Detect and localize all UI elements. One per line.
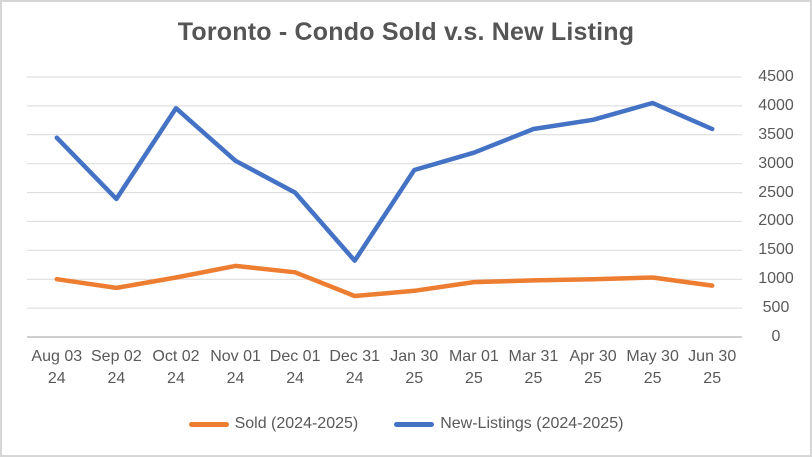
y-axis-tick-label: 500 bbox=[762, 299, 790, 317]
x-tick-line1: Aug 03 bbox=[31, 348, 83, 365]
legend-swatch-new-listings bbox=[394, 421, 435, 427]
y-axis-tick-label: 1000 bbox=[758, 270, 794, 288]
x-tick-line2: 24 bbox=[345, 370, 364, 387]
x-tick-line1: Nov 01 bbox=[210, 348, 261, 365]
series-line-new-listings bbox=[54, 100, 715, 263]
x-axis-tick-label: Mar 01 25 bbox=[444, 346, 504, 390]
x-tick-line2: 24 bbox=[107, 370, 126, 387]
x-tick-line2: 25 bbox=[405, 370, 424, 387]
legend-item-new-listings: New-Listings (2024-2025) bbox=[394, 415, 623, 433]
x-tick-line2: 25 bbox=[643, 370, 662, 387]
y-axis-tick-label: 4500 bbox=[758, 68, 794, 85]
x-tick-line1: Dec 01 bbox=[269, 348, 321, 365]
y-axis-tick-label: 1500 bbox=[758, 241, 794, 259]
legend-item-sold: Sold (2024-2025) bbox=[188, 415, 359, 433]
x-tick-line2: 25 bbox=[524, 370, 543, 387]
x-tick-line2: 24 bbox=[286, 370, 305, 387]
x-axis-tick-label: Sep 02 24 bbox=[87, 346, 147, 390]
series-line-sold bbox=[54, 263, 715, 299]
legend-label: Sold (2024-2025) bbox=[234, 415, 359, 432]
x-tick-line1: Jan 30 bbox=[390, 348, 439, 365]
x-axis-tick-label: Mar 31 25 bbox=[504, 346, 564, 390]
x-tick-line1: Sep 02 bbox=[91, 348, 142, 365]
x-tick-line2: 24 bbox=[167, 370, 185, 387]
y-axis-tick-label: 2500 bbox=[758, 183, 794, 201]
x-axis-tick-label: Dec 31 24 bbox=[325, 346, 385, 390]
x-tick-line1: Jun 30 bbox=[688, 348, 737, 365]
y-axis-tick-label: 0 bbox=[771, 328, 781, 345]
x-axis-tick-label: May 30 25 bbox=[623, 346, 683, 390]
x-axis-tick-label: Oct 02 24 bbox=[146, 346, 206, 390]
legend: Sold (2024-2025) New-Listings (2024-2025) bbox=[2, 415, 810, 433]
chart-title: Toronto - Condo Sold v.s. New Listing bbox=[177, 18, 635, 46]
y-axis-tick-label: 3000 bbox=[758, 154, 794, 172]
y-axis-tick-label: 2000 bbox=[758, 212, 794, 230]
x-tick-line2: 25 bbox=[703, 370, 722, 387]
x-tick-line2: 24 bbox=[226, 370, 245, 387]
legend-swatch-sold bbox=[188, 421, 229, 427]
y-axis-tick-label: 4000 bbox=[758, 96, 794, 114]
x-tick-line1: Dec 31 bbox=[329, 348, 381, 365]
x-tick-line1: May 30 bbox=[626, 348, 679, 365]
x-axis-tick-label: Jun 30 25 bbox=[682, 346, 742, 390]
x-axis-tick-label: Apr 30 25 bbox=[563, 346, 623, 390]
x-axis-tick-label: Jan 30 25 bbox=[385, 346, 445, 390]
x-axis-tick-label: Nov 01 24 bbox=[206, 346, 266, 390]
legend-label: New-Listings (2024-2025) bbox=[440, 415, 624, 432]
x-tick-line2: 25 bbox=[584, 370, 602, 387]
y-axis-tick-label: 3500 bbox=[758, 125, 794, 143]
x-tick-line2: 24 bbox=[47, 370, 66, 387]
x-tick-line1: Apr 30 bbox=[569, 348, 617, 365]
x-tick-line2: 25 bbox=[464, 370, 483, 387]
x-tick-line1: Oct 02 bbox=[152, 348, 200, 365]
x-axis-tick-label: Dec 01 24 bbox=[265, 346, 325, 390]
x-tick-line1: Mar 31 bbox=[508, 348, 559, 365]
x-axis-tick-label: Aug 03 24 bbox=[27, 346, 87, 390]
x-tick-line1: Mar 01 bbox=[448, 348, 499, 365]
